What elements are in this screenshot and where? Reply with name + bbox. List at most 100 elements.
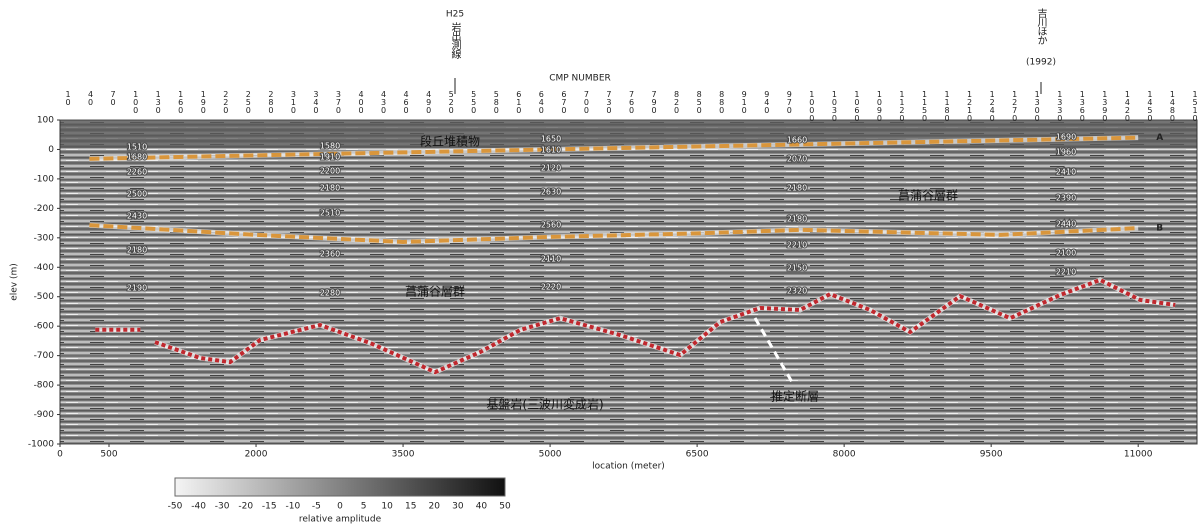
cmp-label: 490 xyxy=(424,90,433,114)
velocity-label: 2260 xyxy=(127,168,147,177)
cmp-label: 100 xyxy=(131,90,140,114)
cmp-label: 1450 xyxy=(1145,90,1154,122)
colorbar-tick-label: -10 xyxy=(286,502,301,512)
cmp-label: 670 xyxy=(559,90,568,114)
cmp-label: 430 xyxy=(379,90,388,114)
velocity-label: 1580 xyxy=(320,142,340,151)
y-tick-label: -800 xyxy=(34,381,55,391)
cmp-label: 70 xyxy=(109,90,118,106)
horizon-line xyxy=(89,223,1139,244)
cmp-label: 610 xyxy=(514,90,523,114)
y-tick-label: -1000 xyxy=(28,440,54,450)
annotation: 基盤岩(三波川変成岩) xyxy=(486,397,603,412)
velocity-label: 1660 xyxy=(787,136,807,145)
cmp-label: 880 xyxy=(717,90,726,114)
cmp-label: 1510 xyxy=(1191,90,1200,122)
velocity-label: 1680 xyxy=(127,153,147,162)
cmp-label: 1270 xyxy=(1010,90,1019,122)
cmp-label: 280 xyxy=(266,90,275,114)
cmp-label: 400 xyxy=(357,90,366,114)
cmp-label: 1000 xyxy=(807,90,816,122)
velocity-label: 2210 xyxy=(1056,268,1076,277)
cmp-label: 1330 xyxy=(1055,90,1064,122)
y-tick-label: -300 xyxy=(34,233,55,243)
cmp-label: 160 xyxy=(176,90,185,114)
velocity-label: 1510 xyxy=(127,143,147,152)
annotation: 岩出測線 xyxy=(449,21,461,59)
velocity-label: 1690 xyxy=(1056,133,1076,142)
velocity-label: 1960 xyxy=(1056,148,1076,157)
x-tick-label: 11000 xyxy=(1124,450,1153,460)
colorbar-tick-label: 40 xyxy=(476,502,488,512)
seismic-section xyxy=(60,120,1197,444)
x-axis-label: location (meter) xyxy=(592,462,665,472)
y-tick-label: -900 xyxy=(34,410,55,420)
velocity-label: 2320 xyxy=(787,287,807,296)
velocity-label: 2220 xyxy=(541,283,561,292)
cmp-label: 1180 xyxy=(943,90,952,122)
horizon-line xyxy=(89,135,1139,161)
colorbar-tick-label: -20 xyxy=(238,502,253,512)
colorbar xyxy=(174,477,506,497)
annotation: 菖蒲谷層群 xyxy=(898,189,958,203)
horizon-line xyxy=(95,277,1176,375)
cmp-label: 10 xyxy=(64,90,73,106)
colorbar-tick-label: -15 xyxy=(262,502,277,512)
velocity-label: 2430 xyxy=(127,212,147,221)
y-tick-label: -500 xyxy=(34,292,55,302)
cmp-label: 190 xyxy=(199,90,208,114)
y-tick-label: 0 xyxy=(48,145,54,155)
velocity-label: 1910 xyxy=(320,153,340,162)
colorbar-tick-label: 10 xyxy=(381,502,393,512)
cmp-label: 910 xyxy=(740,90,749,114)
colorbar-tick-label: -30 xyxy=(215,502,230,512)
cmp-label: 460 xyxy=(402,90,411,114)
x-tick-label: 2000 xyxy=(245,450,268,460)
cmp-label: 970 xyxy=(785,90,794,114)
velocity-label: 2180 xyxy=(127,246,147,255)
cmp-label: 220 xyxy=(221,90,230,114)
cmp-label: 550 xyxy=(469,90,478,114)
velocity-label: 2210 xyxy=(787,241,807,250)
velocity-label: 2120 xyxy=(541,164,561,173)
annotation: 段丘堆積物 xyxy=(420,134,480,149)
cmp-label: 760 xyxy=(627,90,636,114)
cmp-label: 370 xyxy=(334,90,343,114)
cmp-label: 310 xyxy=(289,90,298,114)
cmp-label: 1420 xyxy=(1123,90,1132,122)
colorbar-tick-label: -5 xyxy=(312,502,321,512)
x-tick-label: 8000 xyxy=(833,450,856,460)
velocity-label: 2360 xyxy=(320,250,340,259)
cmp-label: 520 xyxy=(447,90,456,114)
velocity-label: 2150 xyxy=(787,264,807,273)
cmp-label: 1030 xyxy=(830,90,839,122)
horizon-label: B xyxy=(1156,224,1163,234)
cmp-label: 580 xyxy=(492,90,501,114)
plot-frame xyxy=(59,119,1198,445)
cmp-label: 790 xyxy=(650,90,659,114)
annotation: (1992) xyxy=(1026,58,1056,68)
x-tick-label: 9500 xyxy=(980,450,1003,460)
velocity-label: 2200 xyxy=(320,167,340,176)
x-tick-label: 5000 xyxy=(539,450,562,460)
annotation: 菖蒲谷層群 xyxy=(405,285,465,299)
y-tick-label: -100 xyxy=(34,174,55,184)
x-tick-label: 6500 xyxy=(686,450,709,460)
velocity-label: 2280 xyxy=(320,289,340,298)
colorbar-tick-label: 5 xyxy=(361,502,367,512)
cmp-label: 1240 xyxy=(988,90,997,122)
velocity-label: 2180 xyxy=(787,184,807,193)
colorbar-tick-label: 20 xyxy=(429,502,441,512)
cmp-label: 40 xyxy=(86,90,95,106)
top-axis-label: CMP NUMBER xyxy=(549,74,611,84)
annotation: 推定断層 xyxy=(771,389,819,404)
colorbar-tick-label: 0 xyxy=(337,502,343,512)
cmp-label: 1480 xyxy=(1168,90,1177,122)
velocity-label: 2410 xyxy=(1056,168,1076,177)
cmp-label: 700 xyxy=(582,90,591,114)
cmp-label: 850 xyxy=(695,90,704,114)
colorbar-tick-label: -40 xyxy=(191,502,206,512)
x-tick-label: 500 xyxy=(100,450,117,460)
y-tick-label: -400 xyxy=(34,263,55,273)
